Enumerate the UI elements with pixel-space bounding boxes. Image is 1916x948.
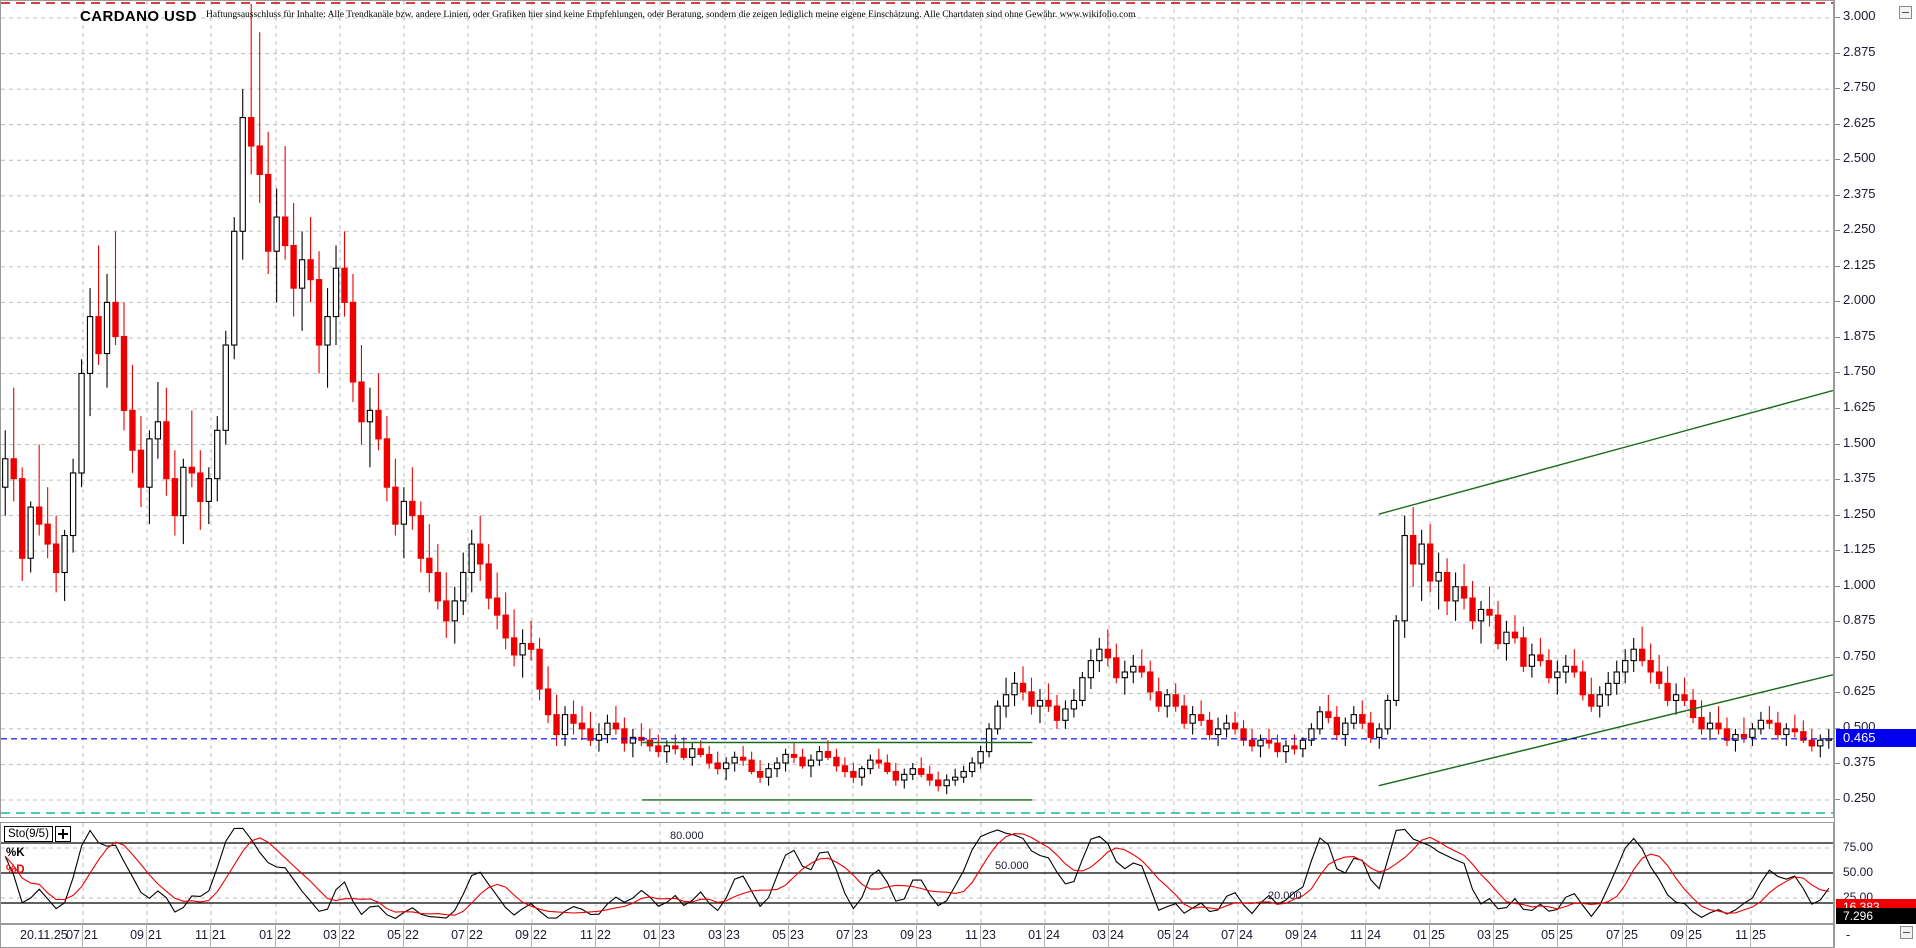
x-axis-tickmark [852, 924, 853, 948]
price-axis-tick: 1.000 [1843, 576, 1876, 592]
x-axis-tickmark [1429, 924, 1430, 948]
price-axis-tickmark [1835, 692, 1840, 694]
series-label-k: %K [6, 847, 25, 859]
last-price-badge: 0.465 [1836, 728, 1916, 747]
price-axis-tickmark [1835, 443, 1840, 445]
x-axis-tickmark [1557, 924, 1558, 948]
stochastic-canvas [1, 823, 1833, 923]
x-axis-tickmark [1173, 924, 1174, 948]
price-axis-tick: 1.750 [1843, 363, 1876, 379]
price-axis-tick: 1.375 [1843, 470, 1876, 486]
price-axis-tickmark [1835, 514, 1840, 516]
price-axis-tickmark [1835, 763, 1840, 765]
x-axis-tickmark [531, 924, 532, 948]
x-axis-tickmark [467, 924, 468, 948]
price-axis-tickmark [1835, 88, 1840, 90]
minimize-icon[interactable] [1899, 6, 1912, 19]
price-axis-tickmark [1835, 52, 1840, 54]
price-axis-tick: 1.250 [1843, 505, 1876, 521]
indicator-k-value-badge: 7.296 [1836, 907, 1916, 924]
x-axis-tickmark [1750, 924, 1751, 948]
price-axis-tickmark [1835, 727, 1840, 729]
price-axis-tickmark [1835, 159, 1840, 161]
x-axis-tickmark [1237, 924, 1238, 948]
x-axis-tickmark [275, 924, 276, 948]
price-axis-tick: 3.000 [1843, 8, 1876, 24]
x-axis-tickmark [788, 924, 789, 948]
price-axis-tickmark [1835, 408, 1840, 409]
price-axis-tickmark [1835, 123, 1840, 125]
x-axis-first-label: 20.11.25 [20, 928, 68, 942]
price-axis-tickmark [1835, 372, 1840, 374]
x-axis-tickmark [1301, 924, 1302, 948]
x-axis-tickmark [146, 924, 147, 948]
indicator-axis-tick: 50.00 [1843, 865, 1874, 879]
x-axis-tickmark [1686, 924, 1687, 948]
x-axis-tickmark [210, 924, 211, 948]
price-chart-canvas [1, 1, 1833, 817]
x-axis-tickmark [339, 924, 340, 948]
price-axis-tick: 1.125 [1843, 541, 1876, 557]
x-axis-tickmark [1044, 924, 1045, 948]
price-axis-tickmark [1835, 656, 1840, 658]
price-axis-tick: 2.000 [1843, 292, 1876, 308]
x-axis-tickmark [1365, 924, 1366, 948]
expand-icon[interactable] [54, 826, 71, 842]
series-label-d: %D [6, 864, 25, 876]
page-title: CARDANO USD [80, 8, 197, 25]
price-axis-tick: 1.500 [1843, 434, 1876, 450]
price-axis-tickmark [1835, 621, 1840, 623]
price-axis-tick: 1.875 [1843, 327, 1876, 343]
price-axis-tickmark [1835, 301, 1840, 303]
level-label-50: 50.000 [995, 860, 1029, 872]
price-axis-tick: 0.375 [1843, 754, 1876, 770]
minimize-icon-bottom[interactable] [1900, 926, 1913, 939]
price-axis-tickmark [1835, 550, 1840, 552]
indicator-legend: Sto(9/5) [4, 826, 71, 842]
level-label-20: 20.000 [1268, 890, 1302, 902]
level-label-80: 80.000 [670, 830, 704, 842]
price-axis-tick: 0.750 [1843, 647, 1876, 663]
x-axis-tickmark [1108, 924, 1109, 948]
price-axis-tick: 2.500 [1843, 150, 1876, 166]
stochastic-indicator-panel[interactable] [0, 822, 1834, 924]
price-axis-tickmark [1835, 336, 1840, 338]
price-axis-tickmark [1835, 194, 1840, 196]
price-axis-tickmark [1835, 585, 1840, 587]
x-axis-tickmark [1493, 924, 1494, 948]
y-axis-panel: 3.000 2.875 2.750 2.625 2.500 2.375 2.250 2.125… [1834, 0, 1916, 948]
x-axis-tickmark [595, 924, 596, 948]
price-axis-tick: 1.625 [1843, 399, 1876, 414]
price-axis-tickmark [1835, 17, 1840, 19]
indicator-axis-tick: 75.00 [1843, 840, 1874, 854]
x-axis-tickmark [724, 924, 725, 948]
price-axis-tick: 0.250 [1843, 789, 1876, 805]
x-axis-last-label: - [1846, 928, 1851, 942]
price-axis-tick: 2.375 [1843, 185, 1876, 201]
price-axis-tick: 0.875 [1843, 612, 1876, 628]
price-axis-tick: 2.875 [1843, 43, 1876, 59]
x-axis-tickmark [916, 924, 917, 948]
disclaimer-text: Haftungsausschluss für Inhalte: Alle Tre… [206, 10, 1136, 20]
price-axis-tickmark [1835, 265, 1840, 267]
price-chart-panel[interactable] [0, 0, 1834, 818]
price-axis-tick: 2.625 [1843, 114, 1876, 130]
x-axis-tickmark [82, 924, 83, 948]
x-axis-tickmark [659, 924, 660, 948]
x-axis-tickmark [403, 924, 404, 948]
x-axis-panel [0, 924, 1834, 948]
price-axis-tickmark [1835, 798, 1840, 800]
price-axis-tick: 2.250 [1843, 221, 1876, 237]
indicator-name[interactable]: Sto(9/5) [4, 826, 53, 842]
x-axis-tickmark [1622, 924, 1623, 948]
price-axis-tick: 2.125 [1843, 256, 1876, 272]
price-axis-tick: 0.625 [1843, 683, 1876, 699]
price-axis-tickmark [1835, 230, 1840, 232]
price-axis-tick: 2.750 [1843, 79, 1876, 95]
x-axis-tickmark [980, 924, 981, 948]
price-axis-tickmark [1835, 479, 1840, 481]
